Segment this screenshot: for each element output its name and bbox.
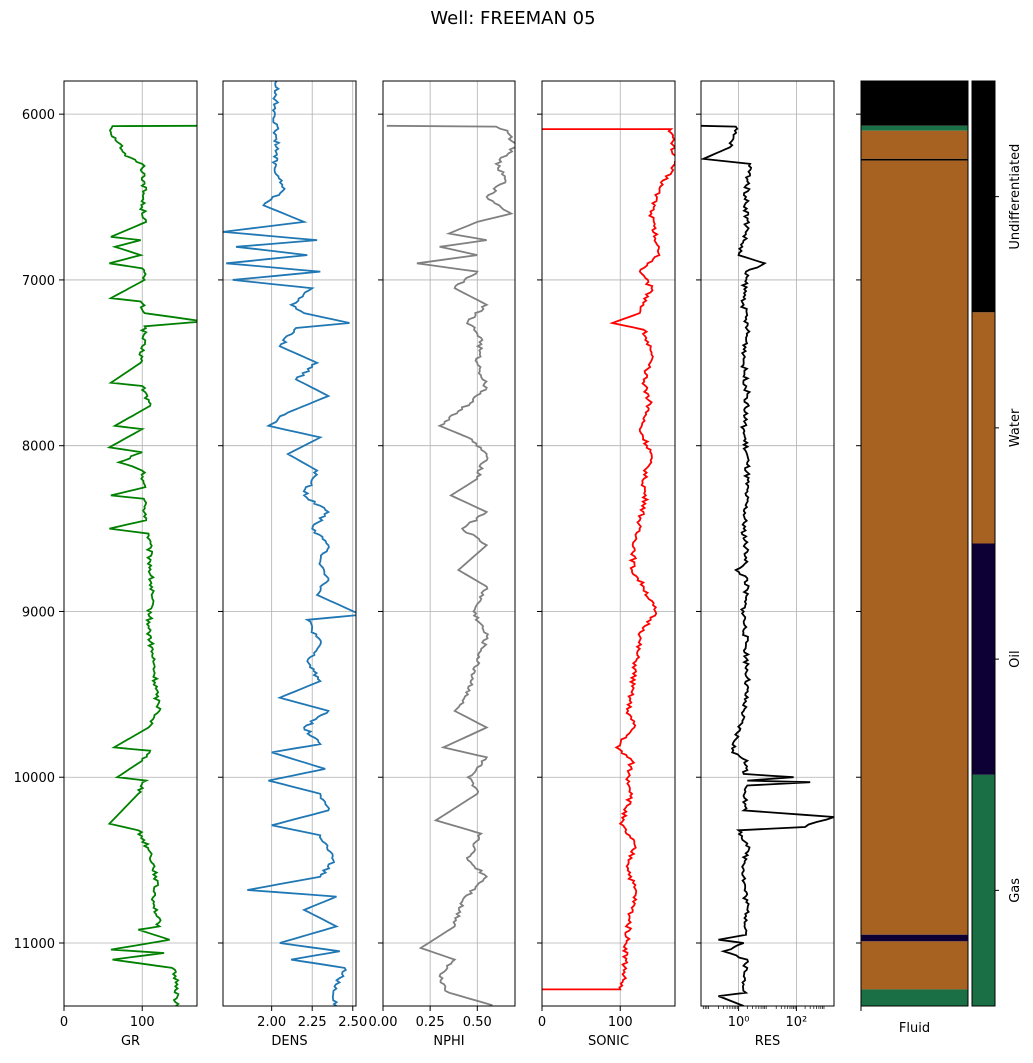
fluid-interval-7	[861, 989, 968, 1006]
fluid-interval-6	[861, 941, 968, 990]
chart-title: Well: FREEMAN 05	[430, 8, 596, 29]
fluid-interval-3	[861, 158, 968, 161]
nphi-xtick-label-0: 0.00	[369, 1015, 398, 1030]
depth-tick-label-1: 7000	[22, 274, 55, 289]
legend-label-oil: Oil	[1008, 650, 1023, 667]
legend-swatch-oil	[972, 543, 995, 775]
legend-frame	[971, 80, 996, 1007]
nphi-xlabel: NPHI	[433, 1034, 464, 1049]
dens-xtick-label-0: 2.00	[257, 1015, 286, 1030]
legend-swatch-undifferentiated	[972, 81, 995, 313]
sonic-xtick-label-1: 100	[608, 1015, 633, 1030]
sonic-curve	[542, 128, 675, 991]
res-xlabel: RES	[755, 1034, 781, 1049]
sonic-frame	[541, 80, 676, 1007]
legend-label-water: Water	[1008, 408, 1023, 447]
fluid-interval-5	[861, 934, 968, 942]
depth-tick-label-2: 8000	[22, 440, 55, 455]
nphi-xtick-label-1: 0.25	[416, 1015, 445, 1030]
sonic-xtick-label-0: 0	[538, 1015, 546, 1030]
fluid-interval-1	[861, 125, 968, 131]
depth-tick-label-4: 10000	[14, 771, 55, 786]
gr-frame	[63, 80, 198, 1007]
fluid-frame	[860, 80, 969, 1007]
fluid-interval-4	[861, 160, 968, 935]
nphi-frame	[382, 80, 516, 1007]
depth-tick-label-3: 9000	[22, 605, 55, 620]
fluid-xlabel: Fluid	[899, 1021, 930, 1036]
dens-xlabel: DENS	[271, 1034, 307, 1049]
legend-swatch-gas	[972, 774, 995, 1006]
dens-frame	[222, 80, 357, 1007]
dens-curve	[223, 81, 356, 1006]
gr-curve	[106, 124, 197, 1006]
nphi-curve	[386, 124, 515, 1006]
res-frame	[700, 80, 835, 1007]
dens-xtick-label-1: 2.25	[298, 1015, 327, 1030]
gr-xtick-label-0: 0	[60, 1015, 68, 1030]
legend-swatch-water	[972, 312, 995, 544]
gr-xlabel: GR	[121, 1034, 140, 1049]
depth-tick-label-5: 11000	[14, 937, 55, 952]
legend-label-undifferentiated: Undifferentiated	[1008, 144, 1023, 250]
depth-tick-label-0: 6000	[22, 108, 55, 123]
fluid-interval-0	[861, 81, 968, 126]
nphi-xtick-label-2: 0.50	[463, 1015, 492, 1030]
dens-xtick-label-2: 2.50	[338, 1015, 367, 1030]
sonic-xlabel: SONIC	[588, 1034, 629, 1049]
legend-label-gas: Gas	[1008, 878, 1023, 903]
res-xtick-label-0: 10⁰	[728, 1015, 750, 1030]
res-curve	[701, 124, 834, 1006]
fluid-interval-2	[861, 130, 968, 159]
gr-xtick-label-1: 100	[130, 1015, 155, 1030]
res-xtick-label-1: 10²	[786, 1015, 808, 1030]
